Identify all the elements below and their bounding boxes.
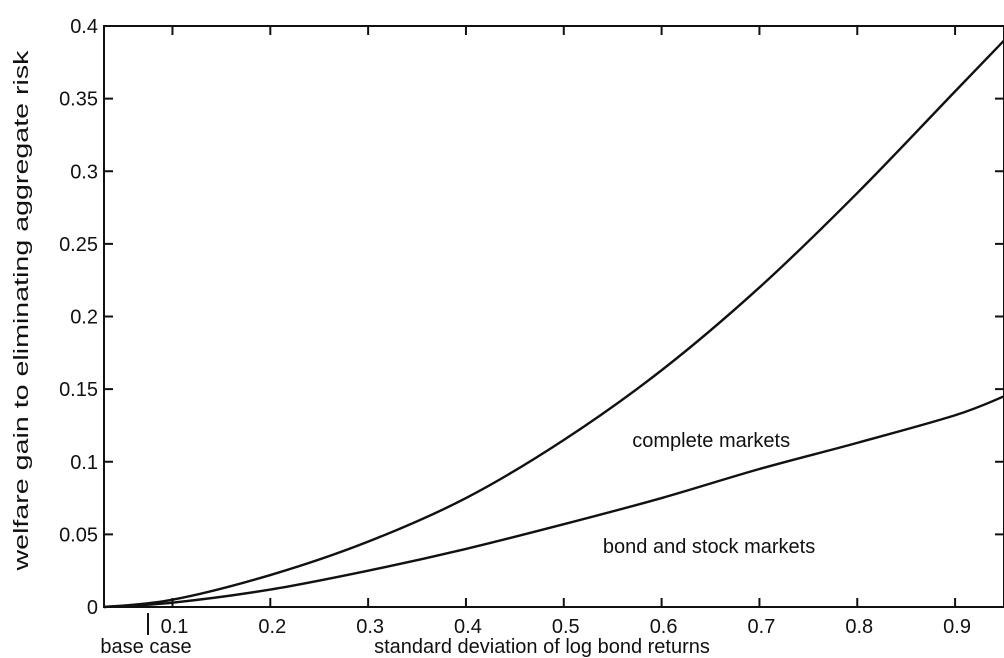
x-tick-label: 0.1 xyxy=(161,616,189,638)
x-axis-ticks: 0.1 0.2 0.3 0.4 0.5 0.6 0.7 0.8 0.9 xyxy=(161,26,971,638)
x-tick-label: 0.4 xyxy=(454,616,482,638)
plot-frame xyxy=(103,25,1004,608)
x-tick-label: 0.6 xyxy=(650,616,678,638)
x-tick-label: 0.9 xyxy=(943,616,971,638)
y-tick-label: 0.3 xyxy=(70,161,98,183)
bond-and-stock-markets-line xyxy=(103,395,1004,609)
x-axis-label: standard deviation of log bond returns xyxy=(374,636,710,658)
y-tick-label: 0.15 xyxy=(59,379,98,401)
y-tick-label: 0.2 xyxy=(70,307,98,329)
x-tick-label: 0.7 xyxy=(748,616,776,638)
complete-markets-label: complete markets xyxy=(632,430,790,452)
y-axis-ticks: 0 0.05 0.1 0.15 0.2 0.25 0.3 0.35 0.4 xyxy=(59,16,1004,619)
y-tick-label: 0.05 xyxy=(59,524,98,546)
bond-and-stock-markets-label: bond and stock markets xyxy=(603,536,815,558)
base-case-label: base case xyxy=(100,636,191,658)
series-lines xyxy=(103,39,1004,609)
y-tick-label: 0.4 xyxy=(70,16,98,38)
y-tick-label: 0.25 xyxy=(59,234,98,256)
y-tick-label: 0.35 xyxy=(59,89,98,111)
x-tick-label: 0.2 xyxy=(258,616,286,638)
x-tick-label: 0.8 xyxy=(845,616,873,638)
complete-markets-line xyxy=(103,39,1004,609)
x-tick-label: 0.3 xyxy=(356,616,384,638)
y-axis-label: welfare gain to eliminating aggregate ri… xyxy=(11,49,33,572)
x-tick-label: 0.5 xyxy=(552,616,580,638)
y-tick-label: 0.1 xyxy=(70,452,98,474)
y-tick-label: 0 xyxy=(87,597,98,619)
